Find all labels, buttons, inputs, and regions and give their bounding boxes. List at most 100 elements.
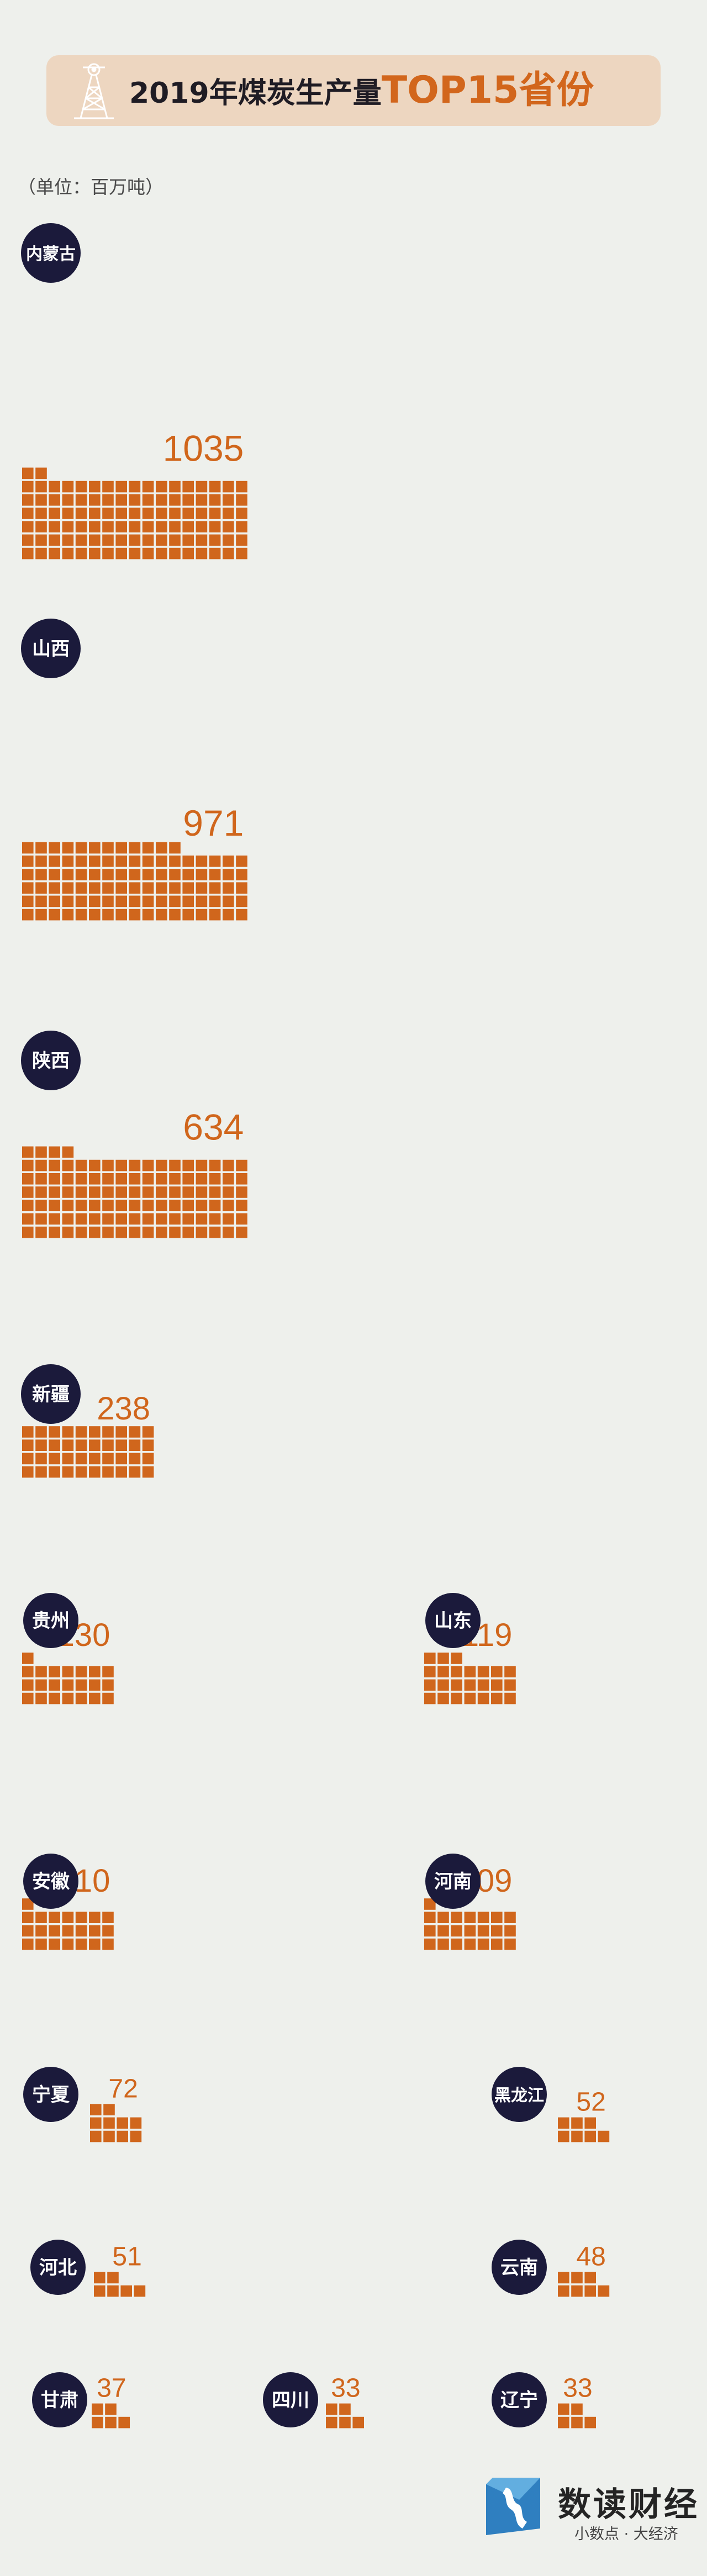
waffle-square [94,2285,105,2297]
waffle-square [598,2285,610,2297]
waffle-square [35,1912,47,1923]
waffle-square [75,856,87,867]
waffle-square [49,842,60,854]
waffle-square [90,2104,102,2115]
waffle-square [120,2285,132,2297]
waffle-square [22,1439,34,1451]
waffle-square [62,547,74,559]
province-block: 33 辽宁 [492,2372,596,2429]
waffle-square [62,494,74,506]
waffle-square [196,521,208,532]
waffle-square [236,481,247,493]
waffle-square [35,1453,47,1465]
waffle-square [142,1439,154,1451]
province-label: 云南 [500,2257,538,2279]
waffle-square [22,1912,34,1923]
province-badge [263,2372,318,2427]
waffle-square [437,1912,449,1923]
waffle-square [142,1200,154,1211]
waffle-square [102,842,114,854]
waffle-square [62,895,74,907]
waffle-square [75,895,87,907]
waffle-square [89,1466,101,1478]
waffle-square [102,1159,114,1171]
page-title: 2019年煤炭生产量TOP15省份 [129,67,594,114]
waffle-square [169,494,181,506]
waffle-square [22,1159,34,1171]
waffle-square [156,909,167,921]
waffle-square [504,1692,516,1704]
waffle-square [156,1159,167,1171]
waffle-square [115,521,127,532]
brand-slogan: 小数点 · 大经济 [574,2526,678,2543]
waffle-square [236,895,247,907]
waffle-square [156,521,167,532]
waffle-square [477,1925,489,1937]
waffle-square [89,869,101,880]
waffle-square [49,508,60,519]
waffle-square [209,1159,221,1171]
waffle-square [209,1213,221,1225]
waffle-square [464,1912,476,1923]
waffle-square [464,1938,476,1950]
waffle-square [437,1653,449,1664]
waffle-square [75,1426,87,1438]
brand: 数读财经 小数点 · 大经济 [486,2478,697,2544]
waffle-square [182,882,194,894]
waffle-square [169,1173,181,1185]
waffle-square [49,1679,60,1691]
province-badge [425,1593,481,1648]
waffle-square [326,2403,337,2415]
province-label: 陕西 [32,1050,70,1072]
waffle-square [62,1426,74,1438]
waffle-square [142,1466,154,1478]
waffle-square [49,1213,60,1225]
waffle-square [117,2117,128,2129]
waffle-square [49,1186,60,1198]
province-badge [23,1854,78,1909]
waffle-square [182,909,194,921]
waffle-square [130,2117,142,2129]
waffle-square [169,1200,181,1211]
waffle-square [129,1453,141,1465]
waffle-square [196,1200,208,1211]
waffle-square [22,1213,34,1225]
waffle-square [115,869,127,880]
waffle-square [89,1213,101,1225]
waffle-square [142,856,154,867]
waffle-square [49,481,60,493]
waffle-square [115,481,127,493]
waffle-squares [92,2403,130,2429]
province-label: 内蒙古 [26,245,76,264]
waffle-square [115,1426,127,1438]
waffle-square [22,909,34,921]
waffle-square [142,1159,154,1171]
waffle-square [209,547,221,559]
province-badge [492,2372,547,2427]
waffle-square [129,1466,141,1478]
waffle-square [142,481,154,493]
waffle-square [223,869,234,880]
waffle-square [22,882,34,894]
waffle-square [49,1159,60,1171]
waffle-square [22,1146,34,1158]
waffle-square [236,494,247,506]
waffle-square [196,869,208,880]
waffle-square [22,1186,34,1198]
waffle-square [182,481,194,493]
waffle-square [102,1679,114,1691]
waffle-square [584,2117,596,2129]
waffle-square [102,869,114,880]
waffle-square [169,895,181,907]
waffle-square [107,2285,119,2297]
waffle-square [35,508,47,519]
waffle-square [236,534,247,546]
value-label: 52 [576,2088,605,2117]
waffle-square [105,2416,117,2429]
waffle-square [156,882,167,894]
waffle-square [584,2272,596,2284]
waffle-square [223,1200,234,1211]
waffle-square [129,521,141,532]
waffle-square [62,842,74,854]
